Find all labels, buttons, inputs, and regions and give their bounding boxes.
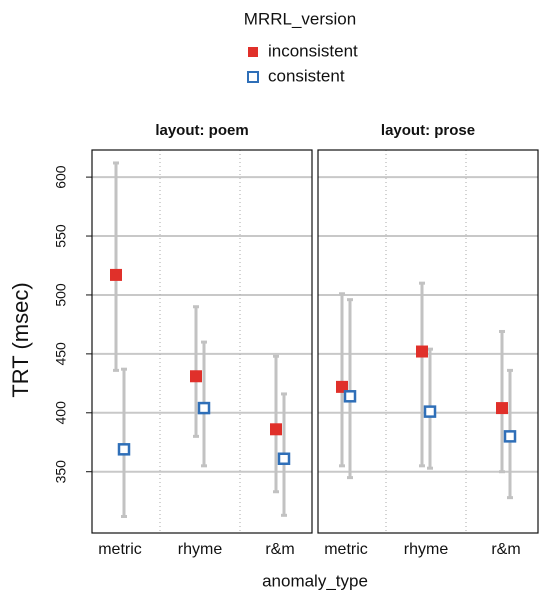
point [110, 268, 122, 281]
legend-label: inconsistent [268, 41, 358, 60]
point [117, 443, 131, 456]
panel-frame [317, 149, 539, 534]
point [343, 390, 357, 403]
y-tick-label: 600 [53, 165, 69, 189]
x-tick-label: metric [98, 541, 142, 558]
point [503, 430, 517, 443]
point [423, 405, 437, 418]
point [416, 345, 428, 358]
y-tick-label: 350 [53, 460, 69, 484]
panel-title: layout: poem [155, 122, 248, 139]
x-axis-label: anomaly_type [262, 571, 368, 590]
x-tick-label: r&m [265, 541, 294, 558]
legend-label: consistent [268, 66, 345, 85]
legend-swatch [247, 71, 259, 83]
x-tick-label: rhyme [404, 541, 449, 558]
x-tick-label: metric [324, 541, 368, 558]
y-tick-label: 400 [53, 401, 69, 425]
legend-swatch [248, 47, 258, 57]
point [197, 401, 211, 415]
y-tick-label: 450 [53, 342, 69, 366]
y-tick-label: 500 [53, 283, 69, 307]
point [270, 423, 282, 436]
x-tick-label: r&m [491, 541, 520, 558]
panel-frame [91, 149, 313, 534]
legend-title: MRRL_version [244, 9, 356, 28]
point [496, 402, 508, 415]
point [277, 452, 291, 466]
y-axis-label: TRT (msec) [8, 282, 33, 397]
point [336, 380, 348, 393]
x-tick-label: rhyme [178, 541, 223, 558]
point [190, 370, 202, 383]
y-tick-label: 550 [53, 224, 69, 248]
panel-title: layout: prose [381, 122, 475, 139]
